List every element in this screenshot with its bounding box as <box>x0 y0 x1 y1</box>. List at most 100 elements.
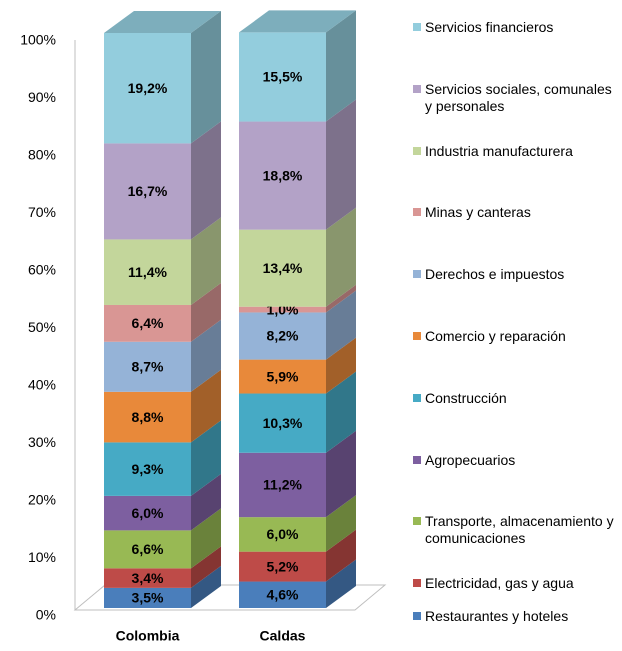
legend-swatch <box>413 23 421 31</box>
bar-segment <box>239 306 326 313</box>
bar-segment <box>104 495 191 531</box>
bar-segment <box>104 239 191 305</box>
legend-item: Comercio y reparación <box>413 328 618 345</box>
bar-segment <box>104 391 191 443</box>
value-label: 3,4% <box>132 570 164 586</box>
bar-side <box>191 282 221 342</box>
legend-swatch <box>413 455 421 464</box>
bar-segment <box>239 452 326 518</box>
bar-side <box>326 559 356 608</box>
bar-segment <box>104 530 191 569</box>
value-label: 10,3% <box>263 415 303 431</box>
bar-top <box>239 10 356 33</box>
legend-swatch <box>413 270 421 279</box>
legend-swatch <box>413 393 421 402</box>
value-label: 8,7% <box>132 358 164 374</box>
value-label: 6,0% <box>267 526 299 542</box>
y-tick-label: 0% <box>36 607 56 623</box>
legend-swatch <box>413 579 421 588</box>
legend-item: Servicios financieros <box>413 19 618 36</box>
legend-item: Construcción <box>413 390 618 407</box>
y-tick-label: 100% <box>20 32 56 48</box>
bar-segment <box>239 32 326 122</box>
y-tick-label: 90% <box>28 89 56 105</box>
y-tick-label: 60% <box>28 262 56 278</box>
bar-side <box>191 546 221 588</box>
bar-side <box>191 217 221 305</box>
legend-swatch <box>413 332 421 340</box>
legend-label: Servicios financieros <box>425 19 554 35</box>
bar-segment <box>239 517 326 552</box>
bar-side <box>191 319 221 392</box>
legend-item: Servicios sociales, comunales y personal… <box>413 81 618 115</box>
bar-side <box>326 284 356 313</box>
value-label: 11,4% <box>128 264 167 280</box>
bar-side <box>326 430 356 518</box>
bar-segment <box>104 33 191 144</box>
x-tick-label: Caldas <box>260 628 306 644</box>
legend-label: Industria manufacturera <box>425 142 573 159</box>
value-label: 5,2% <box>267 558 299 574</box>
bar-side <box>191 508 221 569</box>
y-tick-label: 50% <box>28 319 56 335</box>
bar-side <box>326 207 356 307</box>
bar-side <box>326 10 356 122</box>
bar-side <box>191 473 221 531</box>
legend-label: Comercio y reparación <box>425 328 566 344</box>
bar-segment <box>104 341 191 392</box>
legend-swatch <box>413 84 421 93</box>
value-label: 15,5% <box>263 69 303 85</box>
value-label: 6,0% <box>132 505 164 521</box>
bar-side <box>191 121 221 240</box>
bar-side <box>191 369 221 443</box>
value-label: 3,5% <box>132 590 164 606</box>
bar-segment <box>239 551 326 582</box>
legend-item: Restaurantes y hoteles <box>413 608 618 625</box>
bar-segment <box>239 229 326 307</box>
bar-side <box>191 11 221 144</box>
bar-segment <box>239 359 326 394</box>
legend-item: Minas y canteras <box>413 204 618 221</box>
bar-top <box>104 11 221 33</box>
bar-side <box>326 290 356 360</box>
bar-side <box>326 337 356 394</box>
legend-swatch <box>413 146 421 155</box>
legend-swatch <box>413 612 421 620</box>
value-label: 9,3% <box>132 461 164 477</box>
y-tick-label: 30% <box>28 434 56 450</box>
floor <box>73 584 387 611</box>
value-label: 16,7% <box>128 183 168 199</box>
bar-segment <box>239 121 326 230</box>
legend-swatch <box>413 208 421 217</box>
bar-side <box>326 529 356 582</box>
value-label: 13,4% <box>263 260 303 276</box>
legend-item: Agropecuarios <box>413 452 618 469</box>
value-label: 8,2% <box>267 328 299 344</box>
legend-item: Derechos e impuestos <box>413 266 618 283</box>
value-label: 6,4% <box>132 315 164 331</box>
legend-label: Servicios sociales, comunales y personal… <box>425 80 612 114</box>
bar-segment <box>239 312 326 360</box>
value-label: 5,9% <box>267 368 299 384</box>
value-label: 18,8% <box>263 167 303 183</box>
legend-item: Electricidad, gas y agua <box>413 575 618 592</box>
bar-segment <box>104 304 191 342</box>
value-label: 11,2% <box>263 477 302 493</box>
bar-segment <box>104 568 191 588</box>
y-tick-label: 70% <box>28 204 56 220</box>
bar-segment <box>239 393 326 453</box>
y-tick-label: 40% <box>28 377 56 393</box>
bar-side <box>191 565 221 608</box>
legend-label: Electricidad, gas y agua <box>425 575 574 592</box>
legend-label: Transporte, almacenamiento y comunicacio… <box>425 513 614 547</box>
bar-side <box>326 371 356 453</box>
bar-side <box>191 420 221 496</box>
y-tick-label: 80% <box>28 147 56 163</box>
legend-swatch <box>413 517 421 526</box>
value-label: 4,6% <box>267 586 299 602</box>
legend-item: Transporte, almacenamiento y comunicacio… <box>413 513 618 547</box>
x-tick-label: Colombia <box>116 628 180 644</box>
bar-segment <box>104 587 191 608</box>
bar-segment <box>104 143 191 240</box>
